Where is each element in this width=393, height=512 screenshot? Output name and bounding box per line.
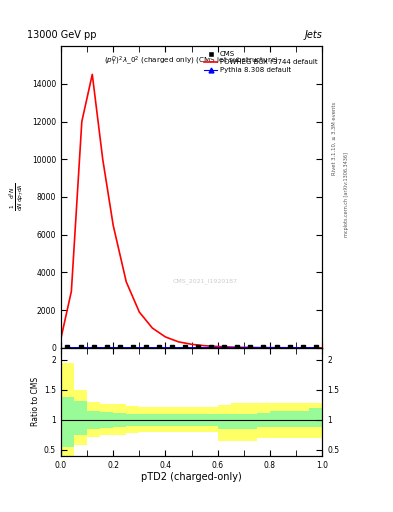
Bar [178,407,192,432]
Bar [244,414,257,429]
Bar [100,412,113,428]
Bar [309,408,322,427]
Bar [270,411,283,427]
Bar [192,407,205,432]
Bar [100,403,113,435]
Bar [231,414,244,429]
Bar [61,397,74,446]
Bar [270,403,283,438]
Bar [218,414,231,429]
Bar [126,406,140,433]
Text: CMS_2021_I1920187: CMS_2021_I1920187 [172,279,237,284]
Bar [152,414,165,426]
Bar [113,413,126,427]
Bar [192,414,205,426]
Bar [296,411,309,427]
Bar [283,403,296,438]
Bar [126,414,140,426]
Bar [257,403,270,438]
Bar [165,407,178,432]
Y-axis label: $\frac{1}{\mathrm{d}N}\frac{\mathrm{d}^2N}{\mathrm{d}p_T\mathrm{d}\lambda}$: $\frac{1}{\mathrm{d}N}\frac{\mathrm{d}^2… [8,183,26,211]
Bar [152,407,165,432]
Bar [257,413,270,427]
Bar [296,403,309,438]
Bar [165,414,178,426]
Bar [140,414,152,426]
Bar [74,390,87,445]
Y-axis label: Ratio to CMS: Ratio to CMS [31,377,40,426]
X-axis label: pTD2 (charged-only): pTD2 (charged-only) [141,472,242,482]
Text: Jets: Jets [305,30,322,40]
Bar [218,405,231,441]
Bar [309,403,322,438]
Bar [178,414,192,426]
Bar [87,411,100,429]
Text: $(p_T^D)^2\lambda\_0^2$ (charged only) (CMS jet substructure): $(p_T^D)^2\lambda\_0^2$ (charged only) (… [104,55,279,69]
Bar [283,411,296,427]
Text: 13000 GeV pp: 13000 GeV pp [27,30,96,40]
Bar [113,403,126,435]
Legend: CMS, POWHEG BOX r3744 default, Pythia 8.308 default: CMS, POWHEG BOX r3744 default, Pythia 8.… [203,50,319,75]
Bar [205,407,218,432]
Bar [140,407,152,432]
Bar [244,403,257,441]
Bar [74,400,87,435]
Bar [231,403,244,441]
Text: mcplots.cern.ch [arXiv:1306.3436]: mcplots.cern.ch [arXiv:1306.3436] [344,152,349,237]
Bar [205,414,218,426]
Bar [61,363,74,457]
Text: Rivet 3.1.10, ≥ 3.3M events: Rivet 3.1.10, ≥ 3.3M events [332,101,337,175]
Bar [87,402,100,437]
